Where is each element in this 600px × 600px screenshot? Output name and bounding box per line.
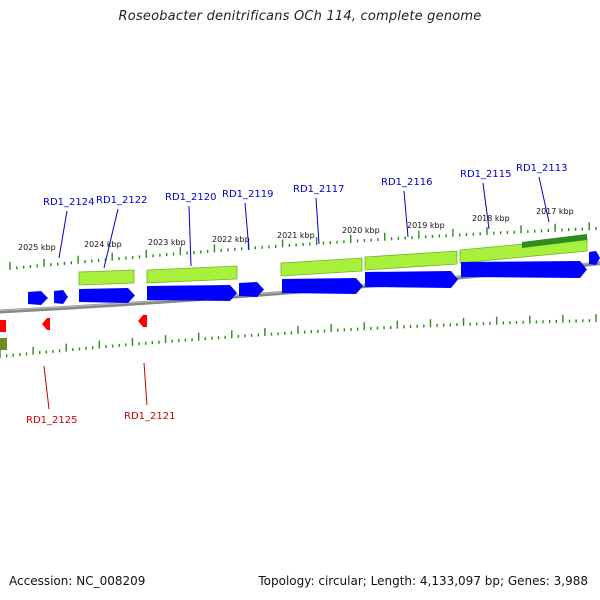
scale-label: 2022 kbp xyxy=(212,235,250,244)
forward-cds-arrow xyxy=(589,251,600,265)
gene-label-forward: RD1_2122 xyxy=(96,195,147,206)
reverse-cds-arrow xyxy=(42,318,50,330)
scale-labels: 2025 kbp 2024 kbp 2023 kbp 2022 kbp 2021 kbp… xyxy=(18,207,574,252)
reverse-cds-arrow xyxy=(138,315,147,327)
gene-bar xyxy=(280,257,363,277)
gene-label-leader xyxy=(143,362,148,406)
gene-bar xyxy=(146,265,238,284)
gene-label-leader xyxy=(43,365,50,410)
scale-label: 2023 kbp xyxy=(148,238,186,247)
gene-label-forward: RD1_2115 xyxy=(460,169,511,180)
gene-label-forward: RD1_2117 xyxy=(293,184,344,195)
forward-cds-arrow xyxy=(282,278,363,294)
reverse-cds-arrow xyxy=(0,320,6,332)
gene-label-forward: RD1_2120 xyxy=(165,192,216,203)
forward-cds-arrow xyxy=(461,261,587,278)
cds-features xyxy=(0,251,600,350)
gene-label-reverse: RD1_2125 xyxy=(26,415,77,426)
forward-cds-arrow xyxy=(54,290,68,304)
gene-label-leader xyxy=(244,202,250,251)
tick-marks xyxy=(0,222,597,358)
gene-label-leader xyxy=(482,182,490,230)
gene-labels: RD1_2124 RD1_2122 RD1_2120 RD1_2119 RD1_2117… xyxy=(26,163,567,426)
forward-cds-arrow xyxy=(239,282,264,297)
gene-label-reverse: RD1_2121 xyxy=(124,411,175,422)
gene-label-leader xyxy=(58,210,68,259)
gene-bars xyxy=(78,234,588,286)
gene-bar xyxy=(78,269,135,286)
gene-bar-dark xyxy=(522,234,587,248)
accession-text: Accession: NC_008209 xyxy=(9,574,146,588)
gene-label-leader xyxy=(403,190,409,238)
forward-cds-arrow xyxy=(28,291,48,305)
gene-label-leader xyxy=(538,176,550,223)
map-title: Roseobacter denitrificans OCh 114, compl… xyxy=(118,9,482,24)
gene-label-forward: RD1_2124 xyxy=(43,197,94,208)
gene-label-forward: RD1_2116 xyxy=(381,177,432,188)
gene-label-leader xyxy=(188,205,192,267)
forward-cds-arrow xyxy=(147,285,237,301)
scale-label: 2020 kbp xyxy=(342,226,380,235)
scale-label: 2021 kbp xyxy=(277,231,315,240)
scale-label: 2024 kbp xyxy=(84,240,122,249)
forward-cds-arrow xyxy=(79,288,135,303)
forward-cds-arrow xyxy=(365,271,458,288)
gene-label-forward: RD1_2119 xyxy=(222,189,273,200)
scale-label: 2019 kbp xyxy=(407,221,445,230)
gene-bar xyxy=(364,250,458,271)
gene-label-leader xyxy=(103,208,119,269)
scale-label: 2025 kbp xyxy=(18,243,56,252)
scale-label: 2018 kbp xyxy=(472,214,510,223)
gene-label-forward: RD1_2113 xyxy=(516,163,567,174)
genome-summary-text: Topology: circular; Length: 4,133,097 bp… xyxy=(258,574,588,588)
gene-label-leader xyxy=(315,197,320,245)
gene-bar-dark xyxy=(0,338,7,350)
scale-label: 2017 kbp xyxy=(536,207,574,216)
